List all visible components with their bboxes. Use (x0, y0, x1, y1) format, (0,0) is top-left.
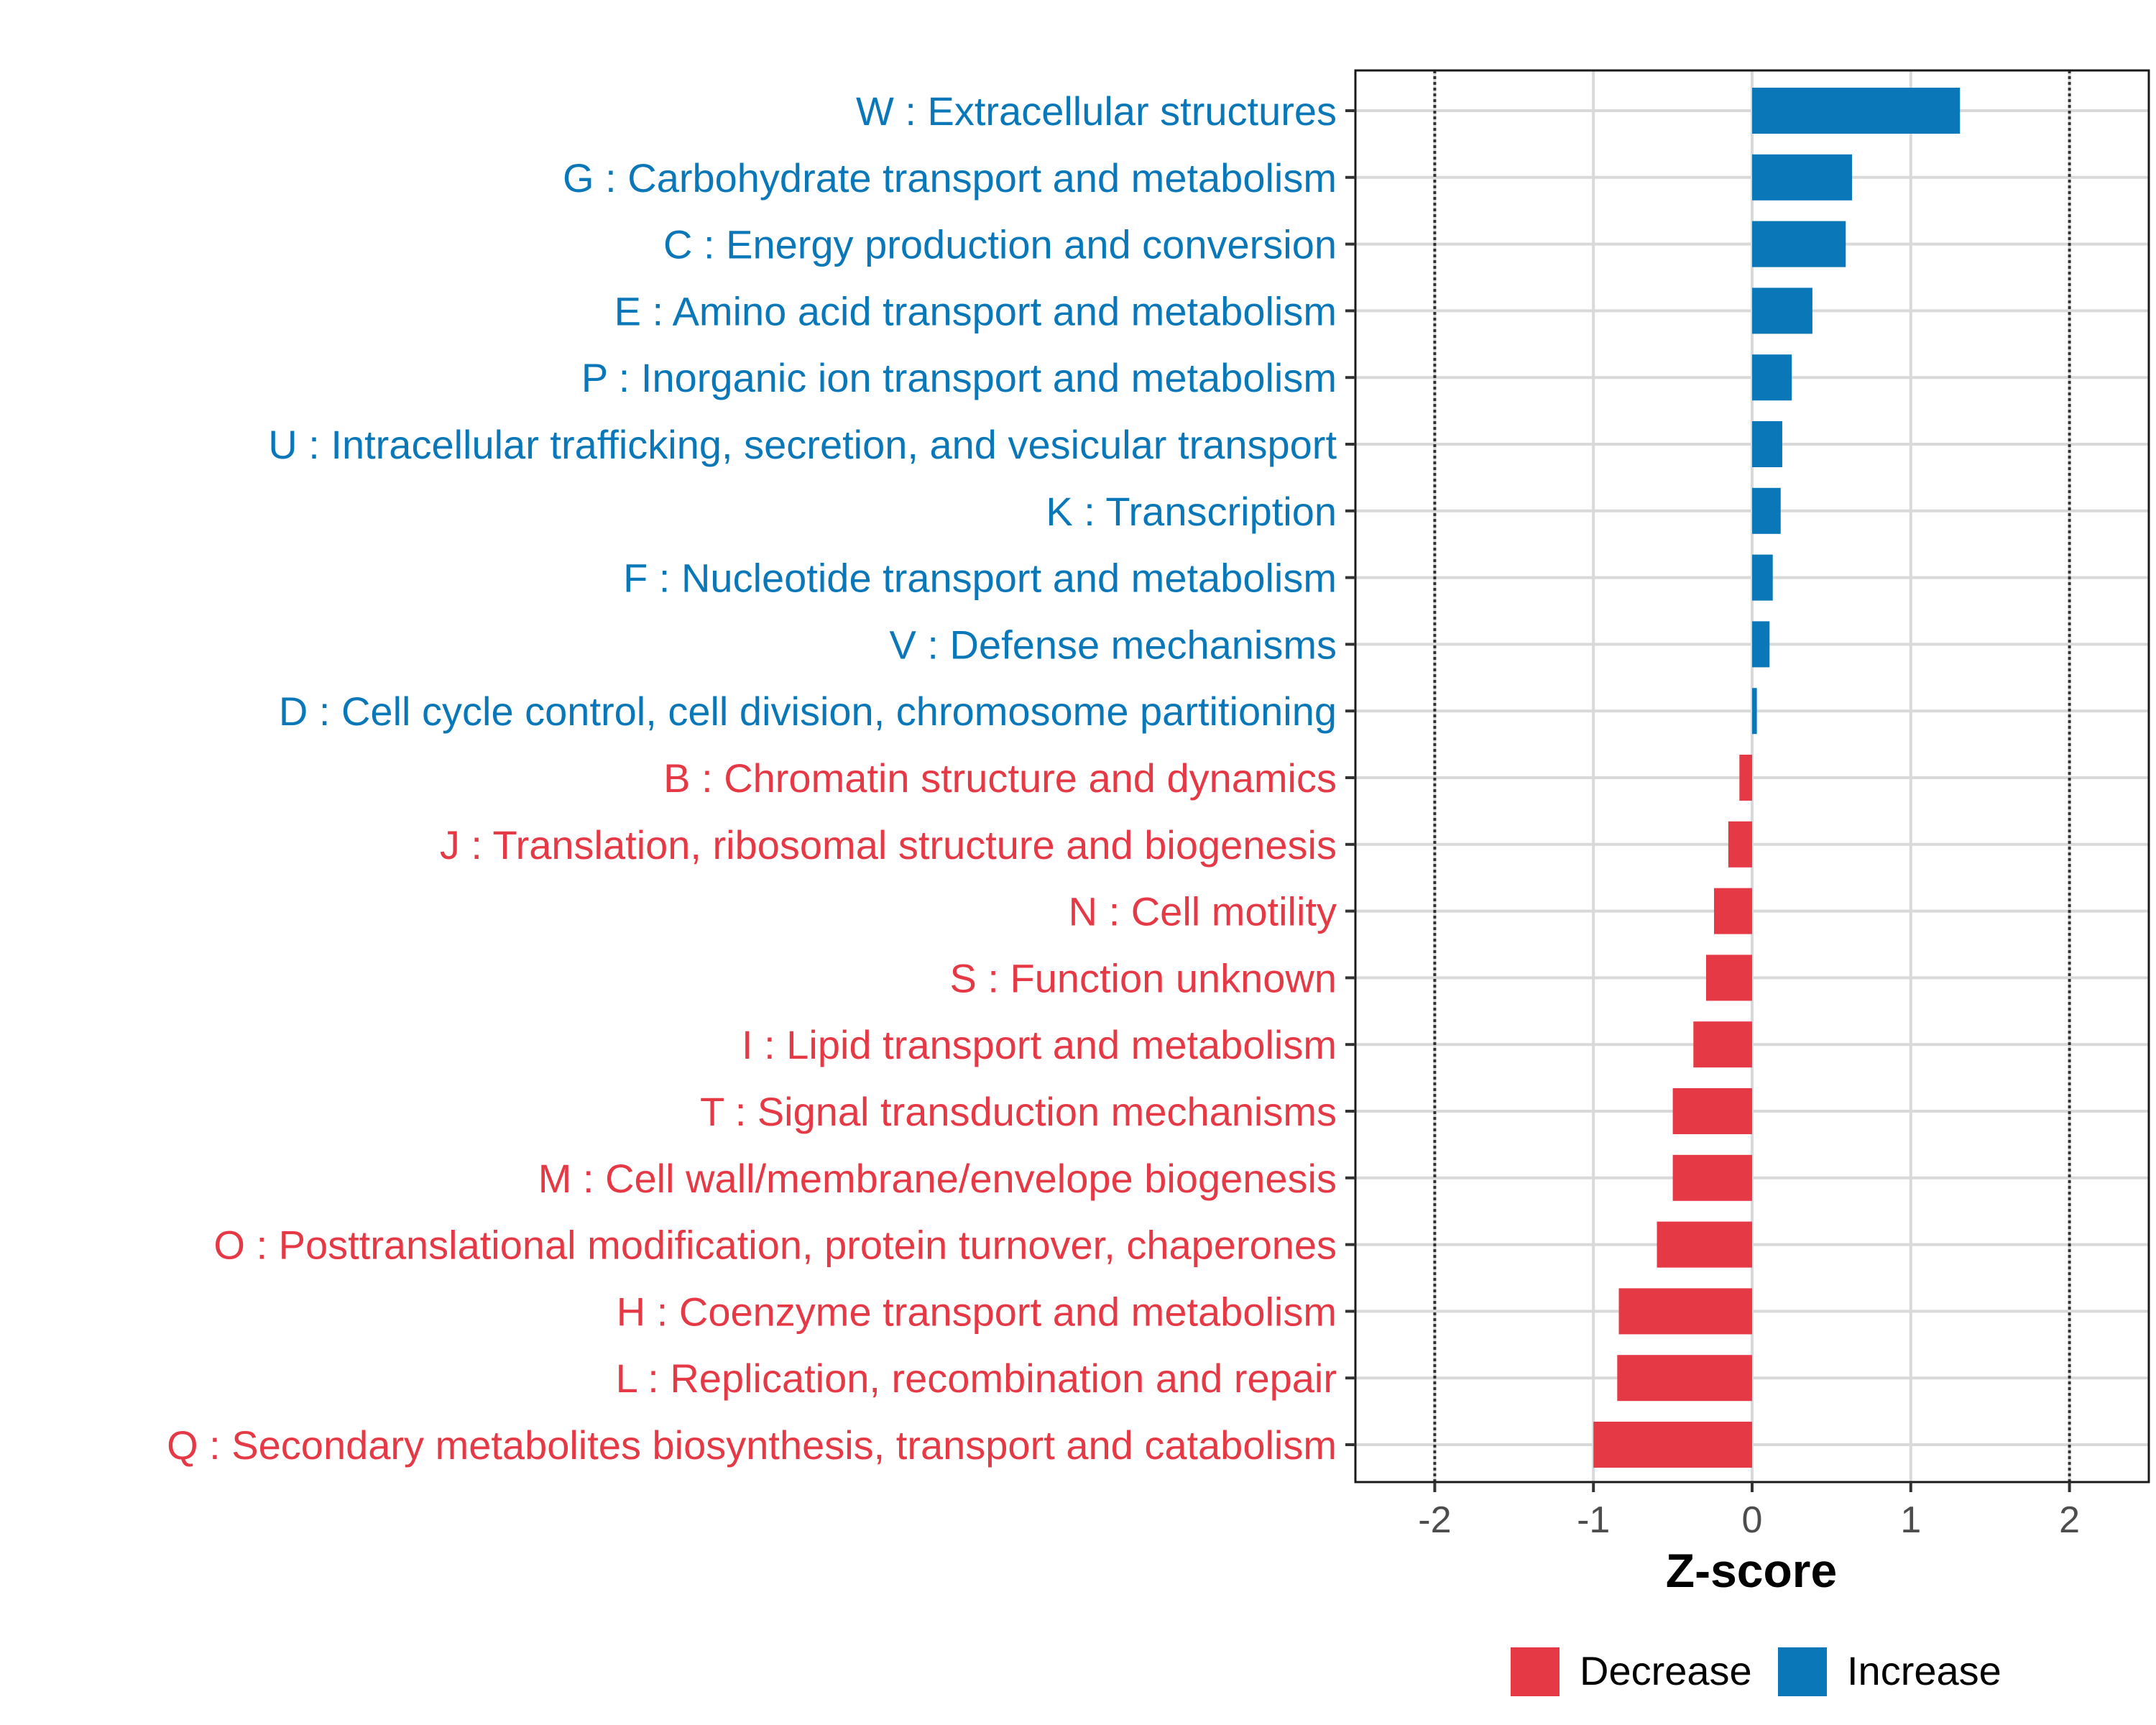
category-label: B : Chromatin structure and dynamics (663, 755, 1337, 801)
bar (1617, 1355, 1752, 1402)
legend-label: Decrease (1580, 1648, 1752, 1693)
category-label: V : Defense mechanisms (890, 622, 1337, 667)
bar (1752, 688, 1757, 735)
x-tick-label: -2 (1418, 1499, 1451, 1541)
bar (1672, 1154, 1752, 1201)
category-label: C : Energy production and conversion (663, 222, 1337, 267)
bar (1714, 888, 1752, 934)
bar (1752, 487, 1781, 534)
x-tick-label: 2 (2059, 1499, 2080, 1541)
bar (1752, 354, 1792, 401)
bar (1739, 755, 1752, 801)
category-label: L : Replication, recombination and repai… (616, 1356, 1337, 1401)
category-label: E : Amino acid transport and metabolism (614, 288, 1337, 334)
bar (1593, 1422, 1752, 1468)
bar (1752, 221, 1846, 267)
category-label: Q : Secondary metabolites biosynthesis, … (167, 1422, 1337, 1468)
category-label: U : Intracellular trafficking, secretion… (268, 422, 1337, 467)
category-label: J : Translation, ribosomal structure and… (440, 822, 1337, 868)
x-axis-title: Z-score (1666, 1544, 1837, 1597)
bars-layer (1593, 88, 1961, 1468)
category-label: N : Cell motility (1069, 889, 1337, 934)
x-tick-label: 1 (1900, 1499, 1921, 1541)
bar (1752, 621, 1770, 668)
bar (1672, 1088, 1752, 1134)
bar (1693, 1021, 1752, 1068)
bar (1752, 154, 1853, 201)
bar (1752, 288, 1812, 334)
category-label: W : Extracellular structures (856, 88, 1337, 134)
legend-swatch (1511, 1647, 1560, 1696)
bar (1728, 821, 1752, 868)
category-label: I : Lipid transport and metabolism (742, 1022, 1337, 1067)
legend-swatch (1778, 1647, 1827, 1696)
category-label: P : Inorganic ion transport and metaboli… (581, 355, 1337, 400)
category-labels-layer: W : Extracellular structures G : Carbohyd… (167, 88, 1337, 1468)
category-label: K : Transcription (1046, 489, 1337, 534)
bar (1752, 554, 1773, 601)
bar (1752, 88, 1961, 134)
bar (1657, 1221, 1752, 1268)
category-label: F : Nucleotide transport and metabolism (623, 556, 1337, 601)
category-label: H : Coenzyme transport and metabolism (617, 1289, 1337, 1334)
x-ticks-layer: -2 -1 0 1 2 (1418, 1482, 2080, 1541)
category-label: G : Carbohydrate transport and metabolis… (563, 155, 1337, 201)
bar (1705, 954, 1752, 1001)
y-ticks-layer (1345, 109, 1355, 1446)
category-label: S : Function unknown (949, 955, 1337, 1000)
bar (1618, 1288, 1752, 1335)
bar (1752, 421, 1782, 467)
legend-label: Increase (1847, 1648, 2001, 1693)
category-label: T : Signal transduction mechanisms (700, 1089, 1337, 1134)
x-tick-label: 0 (1742, 1499, 1763, 1541)
category-label: O : Posttranslational modification, prot… (213, 1223, 1337, 1268)
x-tick-label: -1 (1577, 1499, 1610, 1541)
category-label: M : Cell wall/membrane/envelope biogenes… (538, 1156, 1337, 1201)
legend: Decrease Increase (1511, 1647, 2001, 1696)
category-label: D : Cell cycle control, cell division, c… (279, 689, 1337, 734)
